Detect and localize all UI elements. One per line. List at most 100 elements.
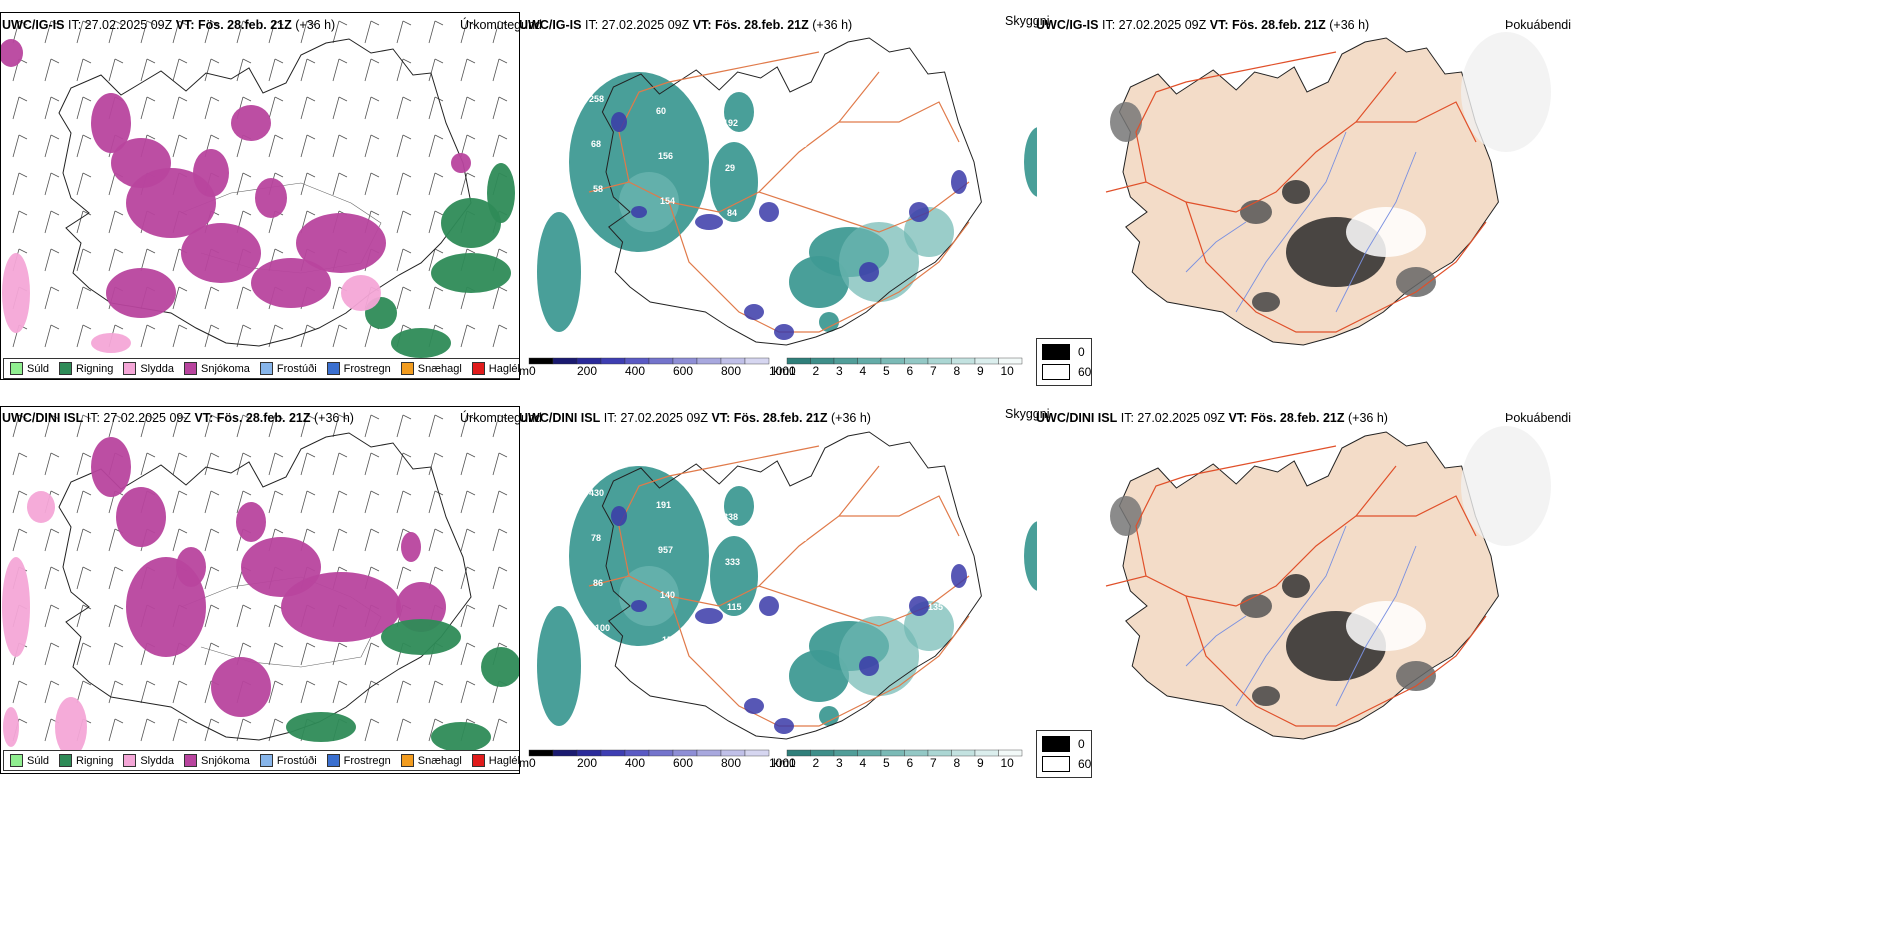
wind-barb [12,172,20,196]
wind-barb [108,20,116,44]
wind-barb-flag [82,248,92,254]
legend-item: Súld [10,754,49,767]
wind-barb [492,566,500,590]
wind-barb [44,134,52,158]
wind-barb-flag [210,604,220,610]
wind-barb-flag [82,566,92,572]
ceiling-value-label: 333 [725,557,740,567]
wind-barb [44,96,52,120]
legend-label: Slydda [140,362,174,375]
low-ceiling-area [759,202,779,222]
panel-title: UWC/DINI ISL IT: 27.02.2025 09Z VT: Fös.… [1036,411,1388,425]
wind-barb-flag [306,490,316,496]
wind-barb-flag [434,248,444,254]
wind-barb [268,96,276,120]
wind-barb [108,566,116,590]
wind-barb [44,680,52,704]
road [1356,101,1477,143]
wind-barb [76,134,84,158]
wind-barb-flag [466,718,476,724]
wind-barb-flag [402,210,412,216]
wind-barb [300,58,308,82]
wind-barb-flag [114,58,124,64]
wind-barb-flag [274,172,284,178]
wind-barb-flag [306,414,316,420]
legend-label: Snæhagl [417,362,462,375]
coastline [58,432,472,741]
coastline [601,37,982,346]
precip-map-2 [2,414,519,757]
road [1135,51,1337,183]
river [1335,545,1417,707]
wind-barb-flag [338,452,348,458]
wind-barb-flag [274,414,284,420]
ceiling-colorbar [528,749,770,757]
wind-barb [396,20,404,44]
wind-barb [460,642,468,666]
wind-barb-flag [306,58,316,64]
wind-barb-flag [178,680,188,686]
wind-barb [300,414,308,438]
wind-barb [428,452,436,476]
wind-barb-flag [338,20,348,26]
wind-barb [460,96,468,120]
wind-barb-flag [434,528,444,534]
colorbar-unit: m [519,756,529,770]
wind-barb-flag [306,210,316,216]
wind-barb [396,210,404,234]
wind-barb-flag [82,172,92,178]
legend-swatch [59,362,73,375]
legend-item: Frostúði [259,754,317,767]
wind-barb [172,528,180,552]
wind-barb-flag [50,58,60,64]
wind-barb [108,680,116,704]
wind-barb-flag [466,96,476,102]
low-visibility-area [819,312,839,332]
wind-barb-flag [498,20,508,26]
wind-barb-flag [466,490,476,496]
snow-area [251,258,331,308]
wind-barb [460,414,468,438]
wind-barb [332,528,340,552]
wind-barb [76,604,84,628]
legend-swatch [10,362,23,375]
ceiling-value-label: 68 [591,139,601,149]
legend-item: Snæhagl [400,362,462,375]
river [1185,221,1247,273]
wind-barb-flag [210,452,220,458]
wind-barb-flag [306,134,316,140]
ceiling-colorbar [528,357,770,365]
offshore-fog [1461,32,1551,152]
wind-barb-flag [178,20,188,26]
snow-area [181,223,261,283]
low-ceiling-area [744,304,764,320]
wind-barb-flag [178,414,188,420]
wind-barb-flag [306,452,316,458]
wind-barb [332,490,340,514]
fog-index-area [1346,601,1426,651]
wind-barb [364,58,372,82]
wind-barb-flag [178,58,188,64]
wind-barb [172,490,180,514]
wind-barb-flag [146,414,156,420]
colorbar-tick: 5 [883,364,890,378]
wind-barb [268,58,276,82]
low-ceiling-area [695,608,723,624]
ceiling-value-label: 78 [790,94,800,104]
wind-barb-flag [114,210,124,216]
wind-barb [396,528,404,552]
precip-type-panel-2: Súld Rigning Slydda Snjókoma Frostúði Frostre… [0,406,520,774]
colorbar-tick: 10 [1000,756,1014,770]
wind-barb [12,134,20,158]
sleet-area [55,697,87,757]
wind-barb [172,414,180,438]
rain-area [487,163,515,223]
wind-barb-flag [242,490,252,496]
road [588,71,880,213]
wind-barb-flag [370,680,380,686]
wind-barb-flag [466,58,476,64]
wind-barb-flag [274,490,284,496]
colorbar-tick: 6 [906,364,914,378]
wind-barb-flag [242,324,252,330]
wind-barb [396,286,404,310]
